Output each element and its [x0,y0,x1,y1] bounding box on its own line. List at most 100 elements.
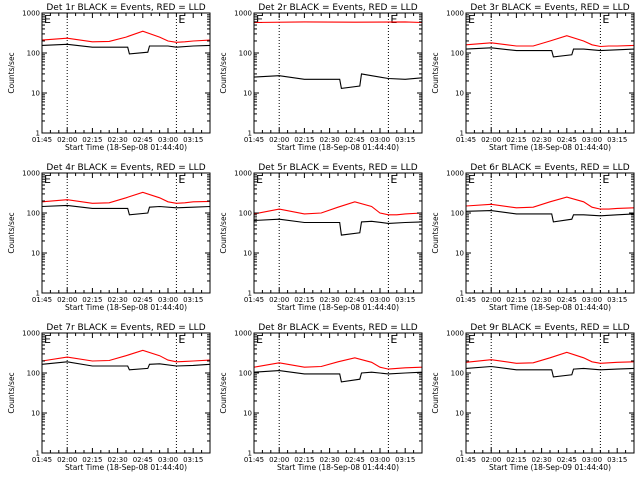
x-tick-label: 03:15 [183,296,203,304]
event-marker: E [178,173,185,186]
x-tick-label: 02:15 [506,136,526,144]
panel-title: Det 9r BLACK = Events, RED = LLD [470,323,629,333]
x-tick-label: 02:15 [82,136,102,144]
event-marker: E [390,333,397,346]
event-marker: E [468,173,475,186]
x-tick-label: 02:00 [481,296,501,304]
y-axis-label: Counts/sec [431,52,440,93]
lld-series-line [253,201,423,216]
y-tick-label: 1 [248,290,252,298]
x-tick-label: 02:30 [532,296,552,304]
x-tick-label: 03:00 [582,296,602,304]
event-marker: E [390,13,397,26]
y-tick-label: 10 [243,90,252,98]
y-tick-label: 1 [248,130,252,138]
x-tick-label: 02:15 [294,136,314,144]
x-axis-label: Start Time (18-Sep-08 01:44:40) [277,303,399,312]
x-tick-label: 02:30 [108,136,128,144]
panel-title: Det 6r BLACK = Events, RED = LLD [470,163,629,173]
event-marker: E [256,333,263,346]
y-tick-label: 10 [243,250,252,258]
x-tick-label: 03:00 [582,136,602,144]
x-tick-label: 02:15 [506,296,526,304]
x-tick-label: 02:15 [294,456,314,464]
event-marker: E [44,333,51,346]
lld-series-line [465,351,635,364]
x-tick-label: 02:00 [57,136,77,144]
x-tick-label: 03:00 [370,296,390,304]
lld-series-line [41,30,211,43]
y-tick-label: 1 [36,450,40,458]
events-series-line [253,218,423,236]
y-axis-label: Counts/sec [219,52,228,93]
y-tick-label: 1000 [22,170,40,178]
y-tick-label: 1 [36,290,40,298]
x-tick-label: 02:00 [57,296,77,304]
x-axis-label: Start Time (18-Sep-08 01:44:40) [277,463,399,472]
events-series-line [465,365,635,378]
y-tick-label: 1 [248,450,252,458]
events-series-line [41,361,211,371]
x-tick-label: 02:45 [133,136,153,144]
x-tick-label: 02:30 [108,456,128,464]
y-tick-label: 1000 [234,170,252,178]
x-tick-label: 02:00 [269,456,289,464]
x-tick-label: 02:45 [345,456,365,464]
event-marker: E [602,13,609,26]
y-tick-label: 1000 [22,10,40,18]
y-tick-label: 1000 [446,10,464,18]
lld-series-line [465,35,635,48]
x-axis-label: Start Time (18-Sep-08 01:44:40) [489,303,611,312]
event-marker: E [390,173,397,186]
x-tick-label: 02:00 [57,456,77,464]
x-tick-label: 03:00 [158,456,178,464]
events-series-line [41,204,211,216]
y-tick-label: 10 [31,90,40,98]
event-marker: E [468,13,475,26]
x-tick-label: 02:45 [345,136,365,144]
x-tick-label: 02:00 [481,136,501,144]
y-tick-label: 1000 [446,330,464,338]
x-tick-label: 02:45 [557,296,577,304]
y-tick-label: 10 [31,410,40,418]
x-axis-label: Start Time (18-Sep-08 01:44:40) [65,463,187,472]
x-tick-label: 02:15 [82,296,102,304]
y-tick-label: 100 [27,50,40,58]
x-tick-label: 02:45 [557,136,577,144]
x-tick-label: 02:15 [506,456,526,464]
x-tick-label: 01:45 [456,136,476,144]
y-tick-label: 10 [455,250,464,258]
y-axis-label: Counts/sec [219,212,228,253]
y-tick-label: 1 [460,450,464,458]
x-tick-label: 02:45 [557,456,577,464]
event-marker: E [178,333,185,346]
y-tick-label: 100 [27,210,40,218]
lld-series-line [41,349,211,363]
x-tick-label: 02:45 [133,296,153,304]
y-axis-label: Counts/sec [431,372,440,413]
panel-title: Det 5r BLACK = Events, RED = LLD [258,163,417,173]
events-series-line [253,370,423,383]
lld-series-line [465,196,635,210]
x-tick-label: 02:30 [108,296,128,304]
x-tick-label: 01:45 [32,136,52,144]
event-marker: E [178,13,185,26]
panel-title: Det 1r BLACK = Events, RED = LLD [46,3,205,13]
y-tick-label: 100 [239,210,252,218]
x-tick-label: 03:00 [582,456,602,464]
x-tick-label: 03:15 [395,136,415,144]
y-tick-label: 10 [243,410,252,418]
panel-title: Det 3r BLACK = Events, RED = LLD [470,3,629,13]
x-tick-label: 03:00 [158,296,178,304]
y-tick-label: 1000 [22,330,40,338]
lld-series-line [41,191,211,204]
x-tick-label: 02:00 [481,456,501,464]
y-axis-label: Counts/sec [7,212,16,253]
y-tick-label: 10 [455,410,464,418]
event-marker: E [256,13,263,26]
